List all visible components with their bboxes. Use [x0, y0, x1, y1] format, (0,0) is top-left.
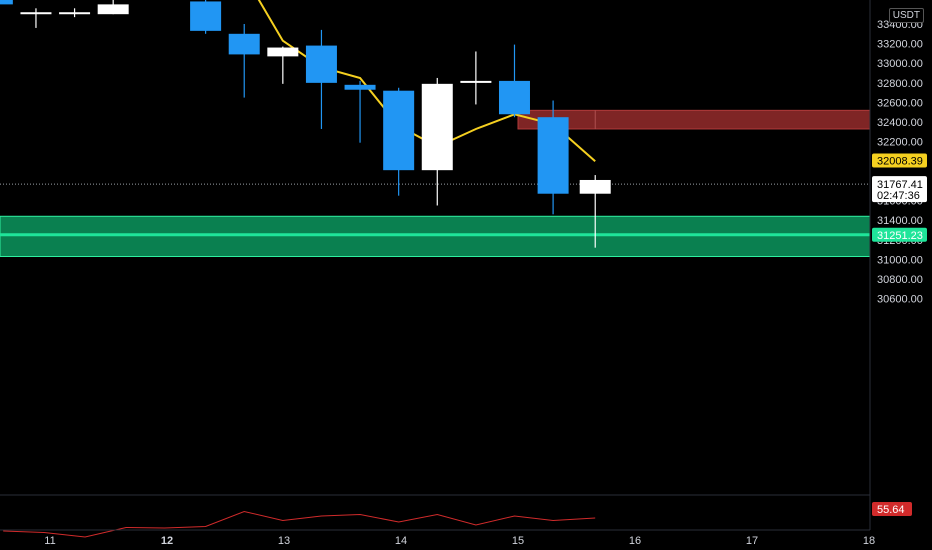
x-axis[interactable]: 11 12 13 14 15 16 17 18	[0, 529, 875, 547]
x-tick-label: 11	[44, 535, 55, 547]
y-tick-label: 32600.00	[877, 97, 923, 109]
tag-value: 31767.41	[877, 179, 923, 191]
candle	[344, 80, 376, 143]
candle	[498, 44, 530, 118]
candle-body	[190, 1, 222, 31]
candle-body	[97, 4, 129, 15]
x-tick-label: 14	[395, 535, 407, 547]
tag-bg	[872, 227, 927, 242]
indicator-pane	[0, 494, 870, 538]
tag-bg	[872, 502, 912, 516]
candles-layer	[0, 0, 611, 248]
candle-body	[267, 47, 299, 57]
candle	[228, 24, 260, 98]
moving-average-layer	[257, 0, 596, 163]
tag-bg	[872, 176, 927, 203]
zones-layer	[0, 109, 871, 257]
candle-body	[344, 84, 376, 90]
y-axis[interactable]: 33400.0033200.0033000.0032800.0032600.00…	[869, 0, 923, 530]
candle	[579, 175, 611, 248]
currency-unit-badge[interactable]: USDT	[888, 8, 924, 23]
x-tick-label: 12	[161, 535, 173, 547]
indicator-value-tag: 55.64	[872, 502, 912, 516]
y-tick-label: 30600.00	[877, 294, 923, 306]
support-line-tag: 31251.23	[872, 227, 927, 242]
y-tick-label: 32400.00	[877, 117, 923, 129]
ma-value-tag: 32008.39	[872, 153, 927, 168]
candle-body	[460, 80, 492, 83]
candle	[537, 100, 569, 215]
candle-body	[20, 12, 52, 15]
candle	[0, 0, 13, 5]
tag-countdown: 02:47:36	[877, 190, 920, 202]
x-tick-label: 18	[863, 535, 875, 547]
x-tick-label: 13	[278, 535, 290, 547]
tag-value: 55.64	[877, 504, 905, 516]
candle	[460, 51, 492, 105]
price-lines-layer	[0, 183, 870, 237]
candle-body	[383, 90, 415, 171]
y-tick-label: 31400.00	[877, 215, 923, 227]
candle-body	[0, 0, 13, 5]
candle-body	[421, 83, 453, 171]
candle-body	[59, 12, 91, 15]
tag-value: 31251.23	[877, 230, 923, 242]
candle-body	[305, 45, 337, 83]
candle	[267, 46, 299, 84]
y-tick-label: 30800.00	[877, 274, 923, 286]
candle	[305, 29, 337, 129]
tag-value: 32008.39	[877, 156, 923, 168]
candle	[421, 77, 453, 206]
y-tick-label: 32200.00	[877, 137, 923, 149]
tag-bg	[872, 153, 927, 168]
candle	[59, 8, 91, 18]
ma-line	[257, 0, 596, 163]
candle	[190, 0, 222, 34]
y-tick-label: 31000.00	[877, 254, 923, 266]
candle-body	[228, 33, 260, 55]
x-tick-label: 17	[746, 535, 758, 547]
x-tick-label: 15	[512, 535, 524, 547]
candle	[97, 0, 129, 15]
candle-body	[537, 117, 569, 194]
candle	[20, 8, 52, 28]
y-tick-label: 33000.00	[877, 58, 923, 70]
candle-body	[498, 80, 530, 115]
resistance-zone	[517, 109, 871, 130]
y-tick-label: 32800.00	[877, 78, 923, 90]
x-tick-label: 16	[629, 535, 641, 547]
y-tick-label: 33200.00	[877, 39, 923, 51]
support-zone	[0, 215, 871, 257]
indicator-line	[3, 510, 596, 538]
candle-body	[579, 179, 611, 194]
candle	[383, 87, 415, 196]
